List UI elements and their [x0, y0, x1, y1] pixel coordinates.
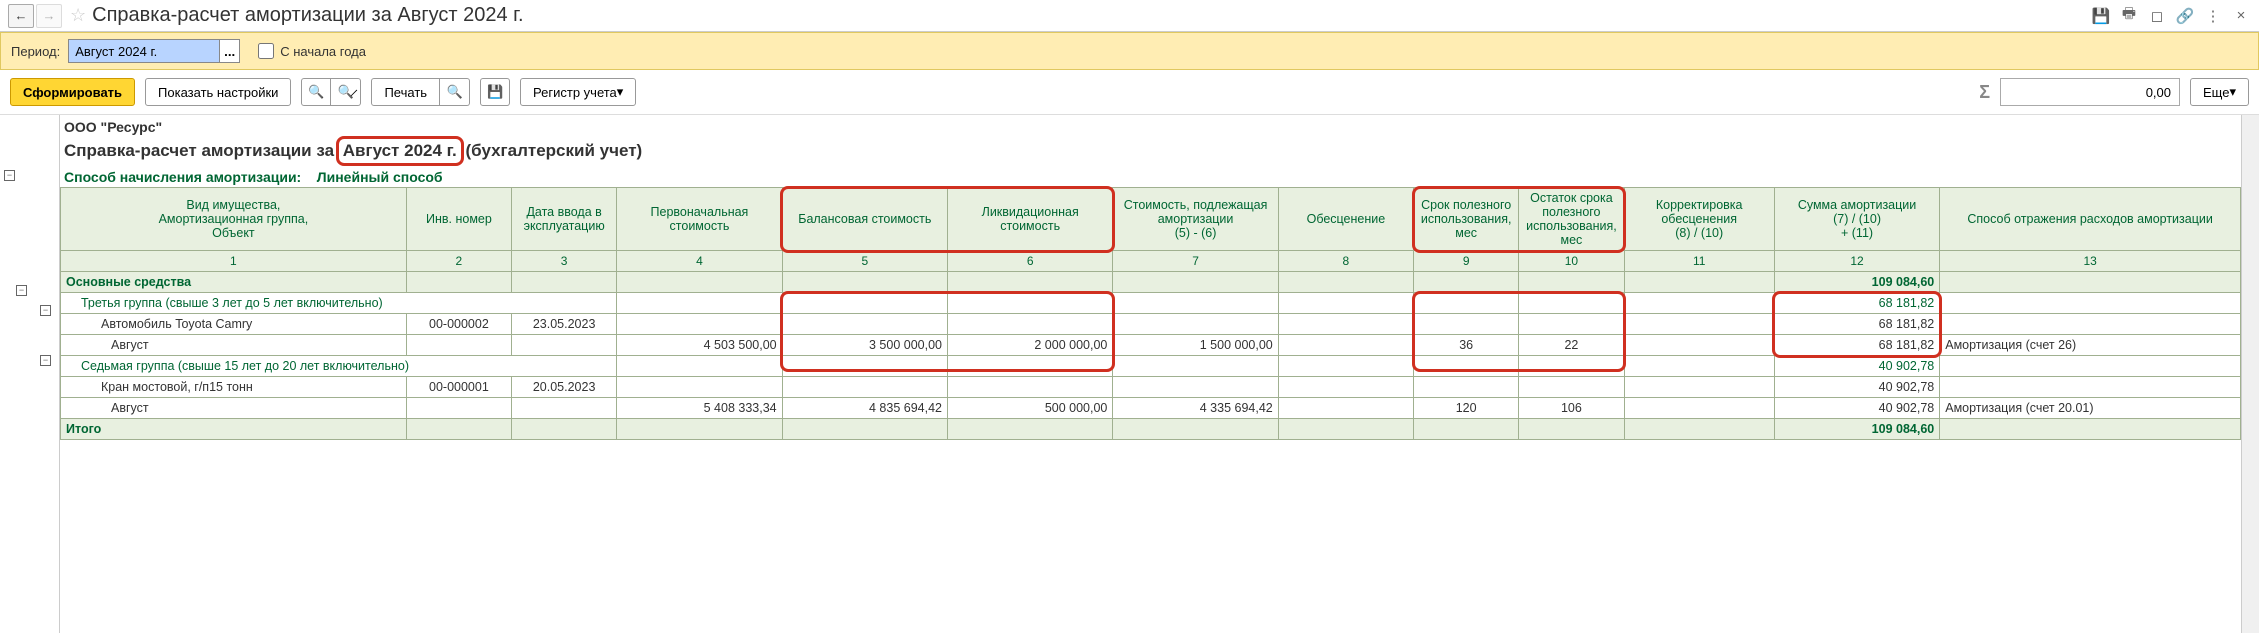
tree-collapse-button[interactable]: −	[40, 305, 51, 316]
sigma-icon: Σ	[1979, 82, 1990, 103]
find-cancel-button[interactable]: 🔍̷	[331, 78, 361, 106]
chevron-down-icon: ▾	[2229, 84, 2236, 100]
tree-collapse-button[interactable]: −	[16, 285, 27, 296]
report-table: Вид имущества, Амортизационная группа, О…	[60, 187, 2241, 440]
save-report-button[interactable]: 💾	[480, 78, 510, 106]
close-icon[interactable]: ×	[2231, 6, 2251, 26]
find-button[interactable]: 🔍	[301, 78, 331, 106]
generate-button[interactable]: Сформировать	[10, 78, 135, 106]
period-picker-button[interactable]: ...	[219, 40, 239, 62]
report-title: Справка-расчет амортизации за Август 202…	[60, 137, 2241, 165]
method-line: Способ начисления амортизации: Линейный …	[60, 165, 2241, 187]
col-header: Остаток срока полезного использования, м…	[1519, 188, 1624, 251]
register-button[interactable]: Регистр учета ▾	[520, 78, 636, 106]
tree-collapse-button[interactable]: −	[40, 355, 51, 366]
print-preview-button[interactable]: 🔍	[440, 78, 470, 106]
col-header: Стоимость, подлежащая амортизации (5) - …	[1113, 188, 1278, 251]
period-label: Период:	[11, 44, 60, 59]
save-icon[interactable]: 💾	[2091, 6, 2111, 26]
link-icon[interactable]: 🔗	[2175, 6, 2195, 26]
asset-row: Автомобиль Toyota Camry 00-000002 23.05.…	[61, 314, 2241, 335]
group-row: Третья группа (свыше 3 лет до 5 лет вклю…	[61, 293, 2241, 314]
col-header: Балансовая стоимость	[782, 188, 947, 251]
col-header: Ликвидационная стоимость	[948, 188, 1113, 251]
col-header: Срок полезного использования, мес	[1414, 188, 1519, 251]
more-button[interactable]: Еще ▾	[2190, 78, 2249, 106]
sum-input[interactable]	[2000, 78, 2180, 106]
col-header: Сумма амортизации (7) / (10) + (11)	[1774, 188, 1939, 251]
more-icon[interactable]: ⋮	[2203, 6, 2223, 26]
group-row: Седьмая группа (свыше 15 лет до 20 лет в…	[61, 356, 2241, 377]
page-title: Справка-расчет амортизации за Август 202…	[92, 4, 2091, 27]
report-content: ООО "Ресурс" Справка-расчет амортизации …	[60, 115, 2241, 633]
favorite-star-icon[interactable]: ☆	[70, 5, 86, 26]
col-header: Способ отражения расходов амортизации	[1940, 188, 2241, 251]
from-year-start-label: С начала года	[280, 44, 366, 59]
tree-collapse-button[interactable]: −	[4, 170, 15, 181]
org-name: ООО "Ресурс"	[60, 117, 2241, 137]
period-input[interactable]	[69, 40, 219, 62]
col-header: Корректировка обесценения (8) / (10)	[1624, 188, 1774, 251]
month-row: Август 4 503 500,00 3 500 000,00 2 000 0…	[61, 335, 2241, 356]
from-year-start-checkbox[interactable]	[258, 43, 274, 59]
show-settings-button[interactable]: Показать настройки	[145, 78, 291, 106]
print-icon[interactable]: 🖶	[2119, 6, 2139, 26]
print-button[interactable]: Печать	[371, 78, 440, 106]
window-icon[interactable]: ◻	[2147, 6, 2167, 26]
asset-row: Кран мостовой, г/п15 тонн 00-000001 20.0…	[61, 377, 2241, 398]
vertical-scrollbar[interactable]	[2241, 115, 2259, 633]
col-header: Вид имущества, Амортизационная группа, О…	[61, 188, 407, 251]
col-header: Первоначальная стоимость	[617, 188, 782, 251]
section-row: Основные средства 109 084,60	[61, 272, 2241, 293]
tree-gutter: − − − −	[0, 115, 60, 633]
month-row: Август 5 408 333,34 4 835 694,42 500 000…	[61, 398, 2241, 419]
total-row: Итого 109 084,60	[61, 419, 2241, 440]
col-header: Инв. номер	[406, 188, 511, 251]
nav-forward-button[interactable]: →	[36, 4, 62, 28]
nav-back-button[interactable]: ←	[8, 4, 34, 28]
chevron-down-icon: ▾	[617, 84, 624, 100]
col-header: Дата ввода в эксплуатацию	[512, 188, 617, 251]
col-header: Обесценение	[1278, 188, 1413, 251]
